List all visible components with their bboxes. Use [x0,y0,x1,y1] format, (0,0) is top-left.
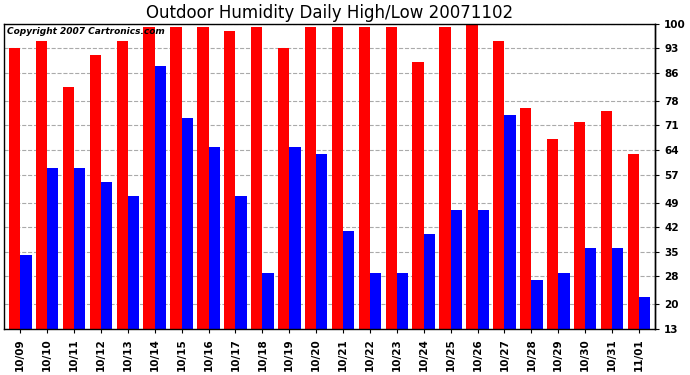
Bar [585,248,596,375]
Bar [370,273,382,375]
Bar [558,273,569,375]
Text: Copyright 2007 Cartronics.com: Copyright 2007 Cartronics.com [8,27,165,36]
Bar [386,27,397,375]
Bar [451,210,462,375]
Bar [305,27,316,375]
Bar [181,118,193,375]
Bar [155,66,166,375]
Bar [639,297,650,375]
Bar [612,248,623,375]
Bar [477,210,489,375]
Bar [628,153,639,375]
Bar [208,147,220,375]
Bar [316,153,328,375]
Bar [47,168,59,375]
Bar [262,273,274,375]
Bar [63,87,74,375]
Bar [493,41,504,375]
Title: Outdoor Humidity Daily High/Low 20071102: Outdoor Humidity Daily High/Low 20071102 [146,4,513,22]
Bar [101,182,112,375]
Bar [547,140,558,375]
Bar [466,24,477,375]
Bar [235,196,247,375]
Bar [74,168,86,375]
Bar [251,27,262,375]
Bar [90,55,101,375]
Bar [36,41,47,375]
Bar [359,27,370,375]
Bar [278,48,289,375]
Bar [20,255,32,375]
Bar [504,115,515,375]
Bar [224,31,235,375]
Bar [424,234,435,375]
Bar [574,122,585,375]
Bar [117,41,128,375]
Bar [531,280,542,375]
Bar [413,62,424,375]
Bar [520,108,531,375]
Bar [601,111,612,375]
Bar [9,48,20,375]
Bar [332,27,343,375]
Bar [343,231,355,375]
Bar [170,27,181,375]
Bar [128,196,139,375]
Bar [144,27,155,375]
Bar [197,27,208,375]
Bar [440,27,451,375]
Bar [397,273,408,375]
Bar [289,147,301,375]
